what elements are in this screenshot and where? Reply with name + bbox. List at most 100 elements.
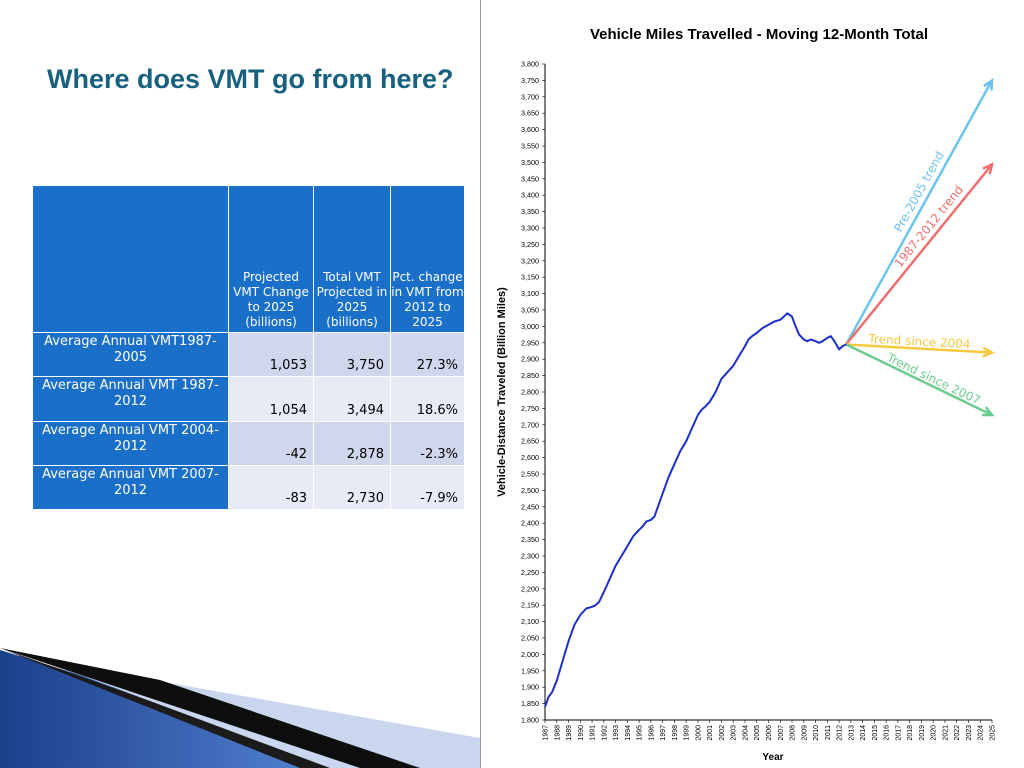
y-tick-label: 3,350 [521,207,539,216]
row-label: Average Annual VMT 2004-2012 [32,421,229,466]
y-tick-label: 2,950 [521,338,539,347]
y-tick-label: 3,650 [521,109,539,118]
row-pct: -2.3% [390,421,465,466]
x-tick-label: 2018 [907,725,914,741]
trend-since-2004-arrowhead [982,346,995,358]
trend-lines [845,77,995,417]
x-tick-label: 2024 [978,725,985,741]
x-axis-label: Year [762,752,783,763]
vmt-series-line [544,312,847,708]
x-tick-label: 1999 [684,725,691,741]
table-row: Average Annual VMT1987-2005 1,053 3,750 … [32,332,465,377]
1987-2012-trend-arrowhead [982,162,994,175]
y-tick-label: 2,850 [521,371,539,380]
x-tick-label: 1996 [648,725,655,741]
x-tick-label: 1994 [625,725,632,741]
y-tick-label: 1,950 [521,666,539,675]
x-axis-ticks: 1987 1988 1989 1990 1991 1992 1993 1994 1995 1996… [543,720,997,741]
x-tick-label: 2006 [766,725,773,741]
row-total: 2,730 [313,465,391,510]
x-tick-label: 1988 [554,725,561,741]
trend-since-2004-label: Trend since 2004 [867,332,971,352]
x-tick-label: 1995 [637,725,644,741]
y-tick-label: 1,800 [521,716,539,725]
row-label: Average Annual VMT1987-2005 [32,332,229,377]
y-tick-label: 2,350 [521,535,539,544]
decorative-swoosh [0,648,480,768]
y-tick-label: 3,700 [521,92,539,101]
table-header-projected-change: Projected VMT Change to 2025 (billions) [228,185,314,333]
y-tick-label: 2,050 [521,634,539,643]
y-tick-label: 2,000 [521,650,539,659]
trend-since-2007-arrowhead [981,406,995,417]
x-tick-label: 2019 [919,725,926,741]
y-tick-label: 2,600 [521,453,539,462]
y-tick-label: 3,500 [521,158,539,167]
y-tick-label: 1,850 [521,699,539,708]
x-tick-label: 2012 [837,725,844,741]
x-tick-label: 2016 [884,725,891,741]
x-tick-label: 1992 [601,725,608,741]
table-header-row: Projected VMT Change to 2025 (billions) … [32,185,465,333]
slide-title: Where does VMT go from here? [47,64,454,94]
x-tick-label: 2011 [825,725,832,740]
y-tick-label: 3,150 [521,273,539,282]
y-tick-label: 3,400 [521,191,539,200]
row-change: 1,053 [228,332,314,377]
y-tick-label: 3,550 [521,142,539,151]
x-tick-label: 2023 [966,725,973,741]
x-tick-label: 1997 [660,725,667,741]
y-axis-ticks: 1,800 1,850 1,900 1,950 2,000 2,050 2,100 2,150… [521,60,545,725]
slide-divider [480,0,481,768]
vmt-chart: Vehicle Miles Travelled - Moving 12-Mont… [496,26,997,763]
y-tick-label: 2,450 [521,502,539,511]
x-tick-label: 1993 [613,725,620,741]
y-tick-label: 3,250 [521,240,539,249]
trend-since-2007-label: Trend since 2007 [884,350,983,408]
pre-2005-trend-line [845,79,994,346]
row-label: Average Annual VMT 2007-2012 [32,465,229,510]
y-tick-label: 3,450 [521,174,539,183]
table-row: Average Annual VMT 1987-2012 1,054 3,494… [32,376,465,422]
y-tick-label: 2,900 [521,355,539,364]
x-tick-label: 2003 [731,725,738,741]
row-change: -83 [228,465,314,510]
x-tick-label: 2007 [778,725,785,741]
x-tick-label: 2010 [813,725,820,741]
x-tick-label: 2001 [707,725,714,741]
row-change: 1,054 [228,376,314,422]
vmt-series [544,312,847,708]
y-tick-label: 3,200 [521,256,539,265]
x-tick-label: 2013 [848,725,855,741]
table-header-pct-change: Pct. change in VMT from 2012 to 2025 [390,185,465,333]
y-tick-label: 2,800 [521,388,539,397]
x-tick-label: 1998 [672,725,679,741]
table-row: Average Annual VMT 2007-2012 -83 2,730 -… [32,465,465,510]
row-pct: -7.9% [390,465,465,510]
row-total: 2,878 [313,421,391,466]
x-tick-label: 2014 [860,725,867,741]
row-total: 3,750 [313,332,391,377]
x-tick-label: 2000 [695,725,702,741]
y-tick-label: 2,100 [521,617,539,626]
y-tick-label: 3,750 [521,76,539,85]
y-tick-label: 2,500 [521,486,539,495]
row-change: -42 [228,421,314,466]
y-axis-label: Vehicle-Distance Traveled (Billion Miles… [496,287,508,497]
x-tick-label: 2005 [754,725,761,741]
y-tick-label: 3,800 [521,60,539,69]
1987-2012-trend-line [845,163,993,346]
x-tick-label: 2009 [801,725,808,741]
x-tick-label: 1989 [566,725,573,741]
x-tick-label: 1987 [543,725,550,741]
x-tick-label: 2004 [742,725,749,741]
pre-2005-trend-arrowhead [983,77,994,91]
y-tick-label: 2,200 [521,584,539,593]
table-row: Average Annual VMT 2004-2012 -42 2,878 -… [32,421,465,466]
x-tick-label: 2025 [990,725,997,741]
y-tick-label: 2,550 [521,470,539,479]
x-tick-label: 2020 [931,725,938,741]
y-tick-label: 3,600 [521,125,539,134]
x-tick-label: 2002 [719,725,726,741]
